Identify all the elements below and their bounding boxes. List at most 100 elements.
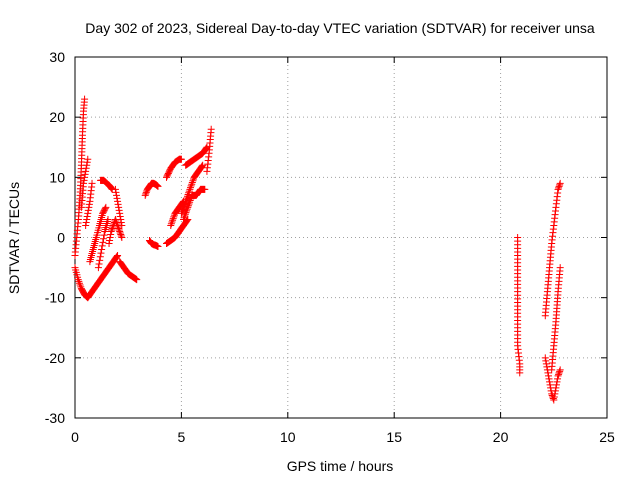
data-point [207, 125, 215, 133]
data-point [108, 226, 116, 234]
data-point [106, 234, 114, 241]
y-tick-label: -20 [45, 350, 65, 366]
data-point [184, 202, 192, 210]
data-point [116, 229, 124, 237]
data-point [83, 158, 91, 166]
x-tick-label: 20 [493, 429, 509, 445]
data-point [98, 246, 106, 254]
data-point [555, 370, 563, 378]
data-point [113, 220, 121, 228]
data-point [115, 224, 123, 232]
data-point [555, 182, 563, 190]
data-point [98, 242, 106, 250]
data-point [186, 198, 194, 206]
data-point [550, 393, 558, 401]
data-point [96, 253, 104, 261]
data-point [189, 177, 197, 185]
data-point [546, 381, 554, 389]
data-point [142, 188, 150, 196]
tick-labels: 0 5 10 15 20 25 -30 -20 -10 0 10 20 30 [45, 49, 615, 445]
data-point [83, 161, 91, 169]
data-point [141, 191, 149, 199]
data-point [201, 185, 209, 193]
data-point [104, 215, 112, 223]
data-point [544, 369, 552, 377]
data-point [108, 185, 116, 193]
x-axis-label: GPS time / hours [287, 458, 394, 474]
data-point [80, 179, 88, 187]
data-point [99, 238, 107, 246]
data-point [112, 191, 120, 199]
x-tick-label: 25 [599, 429, 615, 445]
data-point [80, 176, 88, 184]
data-point [154, 182, 162, 190]
data-point [82, 218, 90, 226]
data-point [555, 184, 563, 192]
data-point [551, 390, 559, 398]
data-point [113, 194, 121, 202]
data-point [552, 384, 560, 392]
data-point [117, 218, 125, 226]
data-point [118, 221, 126, 229]
data-point [118, 234, 126, 241]
data-point [81, 173, 89, 181]
data-point [108, 224, 116, 232]
data-point [112, 188, 120, 196]
data-point [198, 162, 206, 170]
data-point [95, 260, 103, 268]
data-point [116, 209, 124, 217]
data-point [542, 360, 550, 368]
x-tick-label: 10 [280, 429, 296, 445]
data-point [84, 206, 92, 214]
data-point [102, 203, 110, 211]
y-tick-label: 0 [57, 230, 65, 246]
data-point [197, 163, 205, 171]
data-point [187, 182, 195, 190]
data-point [546, 378, 554, 386]
data-point [186, 197, 194, 205]
data-point [107, 230, 115, 238]
data-point [107, 184, 115, 192]
data-point [185, 187, 193, 195]
data-point [133, 276, 141, 284]
data-point [114, 197, 122, 205]
data-point [180, 214, 188, 222]
data-point [556, 367, 564, 375]
data-point [94, 264, 102, 272]
data-point [84, 155, 92, 163]
data-point [199, 161, 207, 169]
data-point [85, 203, 93, 211]
data-point [167, 220, 175, 228]
data-point [183, 207, 191, 215]
data-point [114, 252, 122, 260]
data-point [85, 200, 93, 208]
x-tick-label: 0 [71, 429, 79, 445]
data-point [117, 232, 125, 240]
data-point [552, 381, 560, 389]
data-point [551, 387, 559, 395]
data-point [554, 375, 562, 383]
data-point [516, 369, 524, 377]
data-point [169, 216, 177, 224]
data-point [188, 178, 196, 186]
data-point [105, 240, 113, 248]
data-point [100, 231, 108, 239]
y-tick-label: 10 [49, 169, 65, 185]
data-point [154, 243, 162, 251]
data-point [115, 203, 123, 211]
data-point [107, 227, 115, 235]
data-point [187, 184, 195, 192]
data-point [183, 205, 191, 213]
data-point [142, 190, 150, 198]
data-point [116, 227, 124, 235]
data-point [180, 215, 188, 223]
data-point [101, 205, 109, 213]
data-point [82, 167, 90, 175]
data-point [81, 95, 89, 103]
data-points [71, 95, 564, 404]
data-point [550, 396, 558, 404]
data-point [83, 215, 91, 223]
data-point [188, 180, 196, 188]
data-point [117, 230, 125, 238]
y-tick-label: 20 [49, 109, 65, 125]
